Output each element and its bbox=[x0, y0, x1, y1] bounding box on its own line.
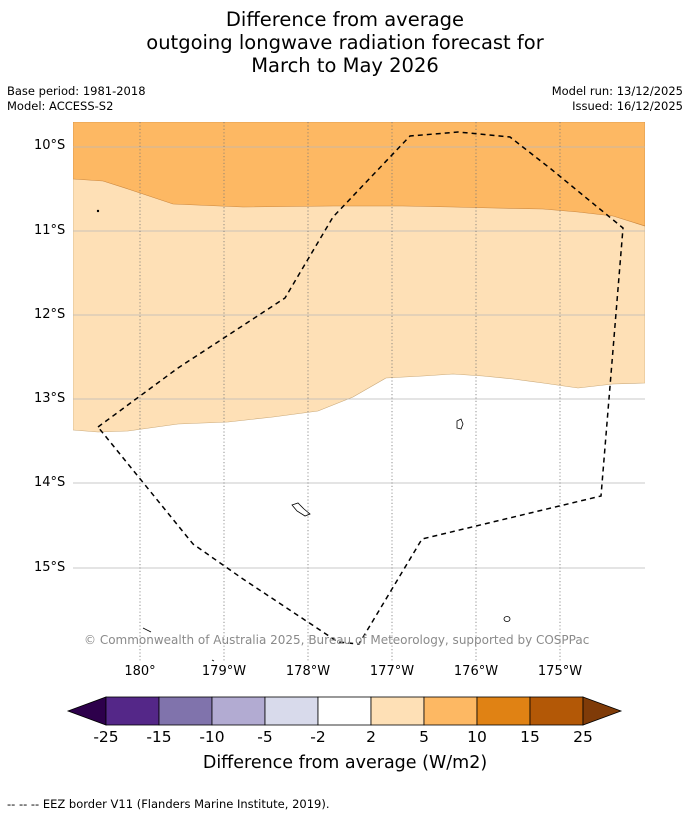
title-line-3: March to May 2026 bbox=[251, 54, 439, 77]
longitude-gridlines bbox=[139, 122, 561, 662]
lon-label-176w: 176°W bbox=[453, 664, 499, 679]
lon-label-180: 180° bbox=[124, 664, 156, 679]
islands bbox=[96, 209, 511, 662]
model-run: Model run: 13/12/2025 bbox=[551, 84, 683, 98]
lat-label-15s: 15°S bbox=[34, 560, 66, 575]
colorbar-tick-5: 5 bbox=[419, 728, 429, 746]
colorbar-bin-neg25-neg15 bbox=[105, 696, 160, 726]
colorbar-tick-neg25: -25 bbox=[93, 728, 119, 746]
colorbar-tick-neg5: -5 bbox=[257, 728, 273, 746]
island-2 bbox=[291, 502, 311, 517]
lat-label-11s: 11°S bbox=[34, 223, 66, 238]
colorbar-tick-15: 15 bbox=[520, 728, 540, 746]
colorbar-extend-high bbox=[582, 696, 623, 726]
lat-label-12s: 12°S bbox=[34, 307, 66, 322]
colorbar-tick-2: 2 bbox=[366, 728, 376, 746]
colorbar-bin-neg5-neg2 bbox=[264, 696, 319, 726]
latitude-gridlines bbox=[73, 146, 645, 569]
lat-label-14s: 14°S bbox=[34, 475, 66, 490]
colorbar-tick-neg2: -2 bbox=[310, 728, 326, 746]
anomaly-map bbox=[73, 122, 645, 662]
lon-label-178w: 178°W bbox=[285, 664, 331, 679]
title-line-2: outgoing longwave radiation forecast for bbox=[146, 31, 544, 54]
eez-border bbox=[96, 131, 624, 645]
issued-date: Issued: 16/12/2025 bbox=[572, 99, 683, 113]
island-1 bbox=[456, 418, 464, 430]
colorbar-bin-10-15 bbox=[476, 696, 531, 726]
lon-label-179w: 179°W bbox=[201, 664, 247, 679]
meta-left: Base period: 1981-2018 Model: ACCESS-S2 bbox=[7, 84, 146, 114]
lon-label-177w: 177°W bbox=[369, 664, 415, 679]
model-name: Model: ACCESS-S2 bbox=[7, 99, 114, 113]
base-period: Base period: 1981-2018 bbox=[7, 84, 146, 98]
colorbar-tick-neg10: -10 bbox=[199, 728, 225, 746]
colorbar-extend-low bbox=[66, 696, 107, 726]
colorbar-bin-5-10 bbox=[423, 696, 478, 726]
colorbar-bin-neg10-neg5 bbox=[211, 696, 266, 726]
colorbar-bin-neg15-neg10 bbox=[158, 696, 213, 726]
title-line-1: Difference from average bbox=[225, 8, 465, 31]
colorbar-bin-2-5 bbox=[370, 696, 425, 726]
lat-label-10s: 10°S bbox=[34, 138, 66, 153]
colorbar-tick-25: 25 bbox=[573, 728, 593, 746]
island-4 bbox=[142, 627, 152, 633]
copyright-notice: © Commonwealth of Australia 2025, Bureau… bbox=[84, 633, 590, 647]
chart-title: Difference from average outgoing longwav… bbox=[0, 8, 690, 77]
island-5 bbox=[211, 659, 215, 662]
colorbar-tick-10: 10 bbox=[467, 728, 487, 746]
colorbar-tick-neg15: -15 bbox=[146, 728, 172, 746]
colorbar-bin-neg2-2 bbox=[317, 696, 372, 726]
island-3 bbox=[503, 616, 511, 622]
colorbar-title: Difference from average (W/m2) bbox=[202, 753, 488, 773]
colorbar-bin-15-25 bbox=[529, 696, 584, 726]
colorbar bbox=[66, 696, 623, 726]
island-dot bbox=[96, 209, 100, 213]
meta-right: Model run: 13/12/2025 Issued: 16/12/2025 bbox=[552, 84, 683, 114]
lon-label-175w: 175°W bbox=[537, 664, 583, 679]
eez-legend-note: -- -- -- EEZ border V11 (Flanders Marine… bbox=[7, 797, 330, 811]
anomaly-5-to-10-region bbox=[73, 122, 645, 227]
lat-label-13s: 13°S bbox=[34, 391, 66, 406]
